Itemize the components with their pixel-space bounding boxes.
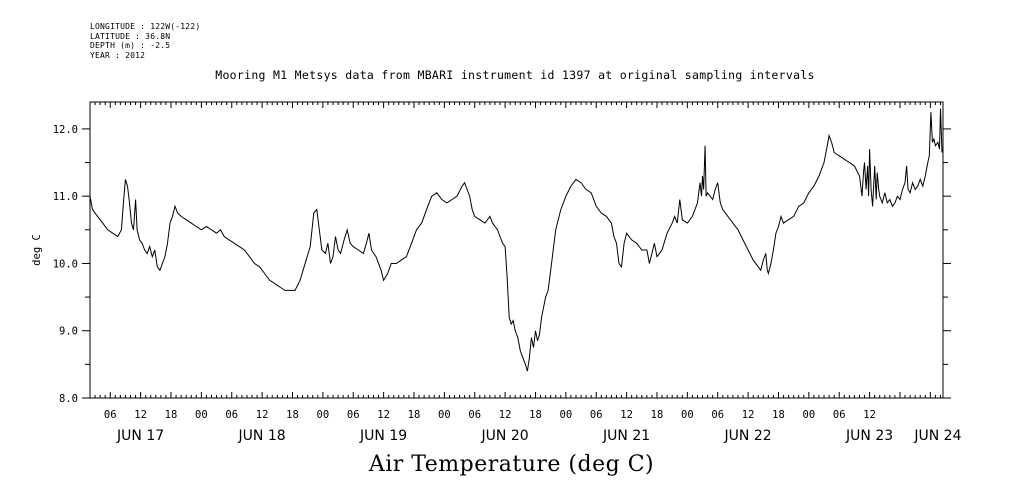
chart-title: Mooring M1 Metsys data from MBARI instru… bbox=[215, 68, 815, 82]
x-day-label: JUN 21 bbox=[602, 428, 650, 444]
x-day-label: JUN 19 bbox=[359, 428, 407, 444]
x-hour-label: 06 bbox=[347, 409, 360, 421]
y-tick-label: 11.0 bbox=[53, 191, 78, 203]
x-hour-label: 00 bbox=[560, 409, 573, 421]
x-day-label: JUN 18 bbox=[238, 428, 286, 444]
x-hour-label: 18 bbox=[772, 409, 785, 421]
x-hour-label: 06 bbox=[104, 409, 117, 421]
x-hour-label: 12 bbox=[499, 409, 512, 421]
x-hour-label: 00 bbox=[438, 409, 451, 421]
x-day-label: JUN 17 bbox=[116, 428, 164, 444]
x-hour-label: 18 bbox=[651, 409, 664, 421]
x-hour-label: 18 bbox=[408, 409, 421, 421]
air-temperature-line bbox=[89, 108, 943, 372]
x-hour-label: 12 bbox=[863, 409, 876, 421]
x-hour-label: 06 bbox=[711, 409, 724, 421]
x-hour-label: 12 bbox=[134, 409, 147, 421]
longitude-label: LONGITUDE : 122W(-122) bbox=[90, 22, 201, 31]
x-hour-label: 18 bbox=[165, 409, 178, 421]
x-hour-label: 06 bbox=[833, 409, 846, 421]
y-tick-label: 8.0 bbox=[59, 393, 78, 405]
x-hour-label: 00 bbox=[195, 409, 208, 421]
x-hour-label: 00 bbox=[317, 409, 330, 421]
x-hour-label: 12 bbox=[620, 409, 633, 421]
x-hour-label: 12 bbox=[742, 409, 755, 421]
x-day-label: JUN 20 bbox=[481, 428, 529, 444]
x-hour-label: 06 bbox=[468, 409, 481, 421]
x-day-label: JUN 24 bbox=[913, 428, 961, 444]
x-hour-label: 18 bbox=[529, 409, 542, 421]
y-tick-label: 9.0 bbox=[59, 326, 78, 338]
x-hour-label: 06 bbox=[590, 409, 603, 421]
y-axis-label: deg C bbox=[31, 234, 43, 266]
x-day-label: JUN 23 bbox=[845, 428, 893, 444]
year-label: YEAR : 2012 bbox=[90, 50, 146, 60]
x-hour-label: 12 bbox=[256, 409, 269, 421]
x-day-label: JUN 22 bbox=[724, 428, 772, 444]
x-hour-label: 00 bbox=[803, 409, 816, 421]
chart-main-title: Air Temperature (deg C) bbox=[368, 452, 655, 477]
x-hour-label: 12 bbox=[377, 409, 390, 421]
x-hour-label: 18 bbox=[286, 409, 299, 421]
x-hour-label: 06 bbox=[225, 409, 238, 421]
plot-frame bbox=[89, 101, 944, 399]
y-tick-label: 12.0 bbox=[53, 124, 78, 136]
y-tick-label: 10.0 bbox=[53, 258, 78, 270]
x-hour-label: 00 bbox=[681, 409, 694, 421]
latitude-label: LATITUDE : 36.8N bbox=[90, 31, 171, 41]
chart-metadata: LONGITUDE : 122W(-122) LATITUDE : 36.8N … bbox=[90, 22, 200, 60]
depth-label: DEPTH (m) : -2.5 bbox=[90, 41, 171, 50]
